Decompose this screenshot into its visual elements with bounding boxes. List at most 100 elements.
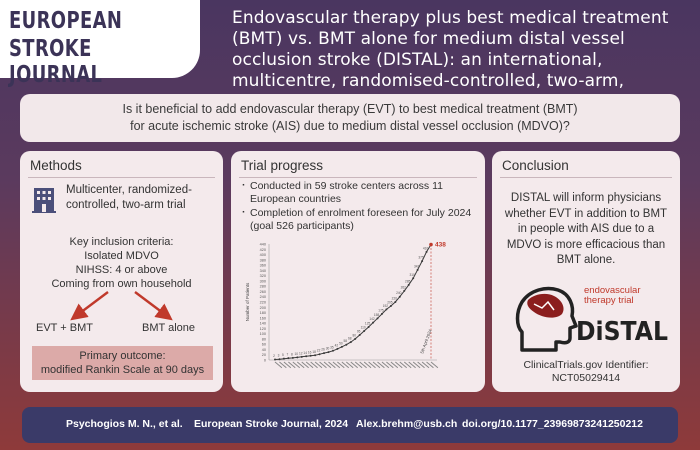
data-label: 35 bbox=[330, 345, 334, 349]
data-label: 192 bbox=[383, 304, 389, 308]
x-tick-mark bbox=[341, 361, 350, 369]
data-label: 7 bbox=[286, 353, 288, 357]
x-tick-mark bbox=[408, 361, 416, 369]
x-tick-mark bbox=[283, 361, 292, 369]
data-point bbox=[403, 289, 406, 292]
logo-tagline-1: endovascular bbox=[584, 285, 641, 296]
y-tick-label: 200 bbox=[260, 306, 266, 310]
x-tick-mark bbox=[386, 361, 394, 369]
data-point bbox=[358, 333, 361, 336]
footer-bar: Psychogios M. N., et al. European Stroke… bbox=[22, 407, 678, 443]
data-point bbox=[309, 354, 312, 357]
x-tick-mark bbox=[354, 361, 363, 369]
logo-line-1: EUROPEAN bbox=[9, 8, 123, 34]
data-label: 158 bbox=[374, 313, 380, 317]
question-line-1: Is it beneficial to add endovascular the… bbox=[122, 102, 578, 116]
footer-doi[interactable]: doi.org/10.1177_23969873241250212 bbox=[462, 418, 643, 430]
data-point bbox=[274, 358, 276, 361]
conclusion-title: Conclusion bbox=[502, 158, 569, 173]
data-label: 110 bbox=[361, 326, 366, 330]
x-tick-mark bbox=[395, 361, 403, 369]
methods-divider bbox=[28, 177, 215, 178]
research-question: Is it beneficial to add endovascular the… bbox=[20, 94, 680, 142]
data-label: 2 bbox=[273, 354, 275, 358]
conclusion-text: DISTAL will inform physicians whether EV… bbox=[504, 192, 668, 266]
data-label: 310 bbox=[410, 273, 416, 277]
data-label: 26 bbox=[321, 348, 325, 352]
data-point bbox=[407, 283, 410, 286]
head-silhouette-icon bbox=[515, 286, 578, 352]
data-label: 240 bbox=[396, 291, 402, 295]
progress-bullet: Conducted in 59 stroke centers across 11… bbox=[241, 179, 479, 206]
data-label: 95 bbox=[357, 329, 361, 333]
x-tick-mark bbox=[417, 361, 425, 369]
data-label: 12 bbox=[299, 351, 303, 355]
footer-authors: Psychogios M. N., et al. bbox=[66, 418, 183, 430]
y-tick-label: 100 bbox=[260, 332, 266, 336]
data-label: 58 bbox=[344, 339, 348, 343]
y-tick-label: 40 bbox=[262, 348, 266, 352]
data-label: 220 bbox=[392, 297, 398, 301]
y-tick-label: 360 bbox=[260, 264, 266, 268]
primary-outcome: Primary outcome: modified Rankin Scale a… bbox=[32, 346, 213, 380]
data-label: 18 bbox=[312, 350, 316, 354]
building-icon bbox=[32, 188, 56, 213]
data-label: 410 bbox=[423, 246, 429, 250]
data-label: 22 bbox=[317, 349, 321, 353]
criteria-item: NIHSS: 4 or above bbox=[75, 264, 168, 276]
x-tick-mark bbox=[403, 361, 412, 369]
data-label: 205 bbox=[387, 300, 393, 304]
data-label: 142 bbox=[369, 317, 375, 321]
x-tick-mark bbox=[310, 361, 318, 369]
x-tick-mark bbox=[292, 361, 301, 369]
data-label: 5 bbox=[282, 353, 284, 357]
data-label: 68 bbox=[348, 337, 352, 341]
data-point bbox=[296, 356, 299, 359]
y-tick-label: 320 bbox=[260, 274, 266, 278]
data-label: 16 bbox=[308, 350, 312, 354]
data-point bbox=[323, 352, 326, 355]
y-tick-label: 280 bbox=[260, 285, 266, 289]
logo-word: DiSTAL bbox=[576, 317, 668, 347]
data-label: 125 bbox=[365, 322, 371, 326]
data-point bbox=[421, 260, 424, 263]
x-tick-mark bbox=[430, 361, 439, 369]
data-label: 50 bbox=[339, 341, 343, 345]
data-point bbox=[287, 357, 290, 360]
x-tick-mark bbox=[350, 361, 358, 369]
x-tick-mark bbox=[319, 361, 327, 369]
data-label: 342 bbox=[414, 264, 420, 268]
outcome-line-2: modified Rankin Scale at 90 days bbox=[40, 364, 205, 376]
y-tick-label: 260 bbox=[260, 290, 266, 294]
x-tick-mark bbox=[421, 361, 430, 369]
data-label: 80 bbox=[352, 333, 356, 337]
data-point bbox=[380, 312, 383, 315]
footer-email[interactable]: Alex.brehm@usb.ch bbox=[356, 418, 458, 430]
enrolment-chart: 0204060801001201401601802002202402602803… bbox=[245, 242, 446, 369]
data-point bbox=[412, 277, 415, 280]
y-tick-label: 80 bbox=[262, 337, 266, 341]
data-label: 375 bbox=[418, 256, 424, 260]
series-line bbox=[274, 244, 432, 360]
data-point bbox=[282, 357, 285, 360]
data-label: 3 bbox=[278, 354, 280, 358]
data-point bbox=[376, 317, 379, 320]
conclusion-panel: Conclusion DISTAL will inform physicians… bbox=[492, 151, 680, 392]
data-label: 30 bbox=[326, 347, 330, 351]
conclusion-divider bbox=[500, 177, 672, 178]
data-point bbox=[425, 250, 428, 253]
data-point bbox=[340, 345, 343, 348]
y-tick-label: 300 bbox=[260, 279, 266, 283]
progress-divider bbox=[239, 177, 477, 178]
y-tick-label: 180 bbox=[260, 311, 266, 315]
x-tick-mark bbox=[328, 361, 336, 369]
outcome-line-1: Primary outcome: bbox=[79, 350, 166, 362]
data-label: 8 bbox=[291, 352, 293, 356]
arrow-right bbox=[134, 291, 173, 321]
data-point bbox=[367, 326, 370, 329]
y-tick-label: 420 bbox=[260, 248, 266, 252]
x-tick-mark bbox=[301, 361, 309, 369]
x-tick-mark bbox=[274, 361, 283, 369]
data-label: 42 bbox=[335, 343, 339, 347]
inclusion-criteria: Key inclusion criteria: Isolated MDVO NI… bbox=[20, 235, 223, 291]
